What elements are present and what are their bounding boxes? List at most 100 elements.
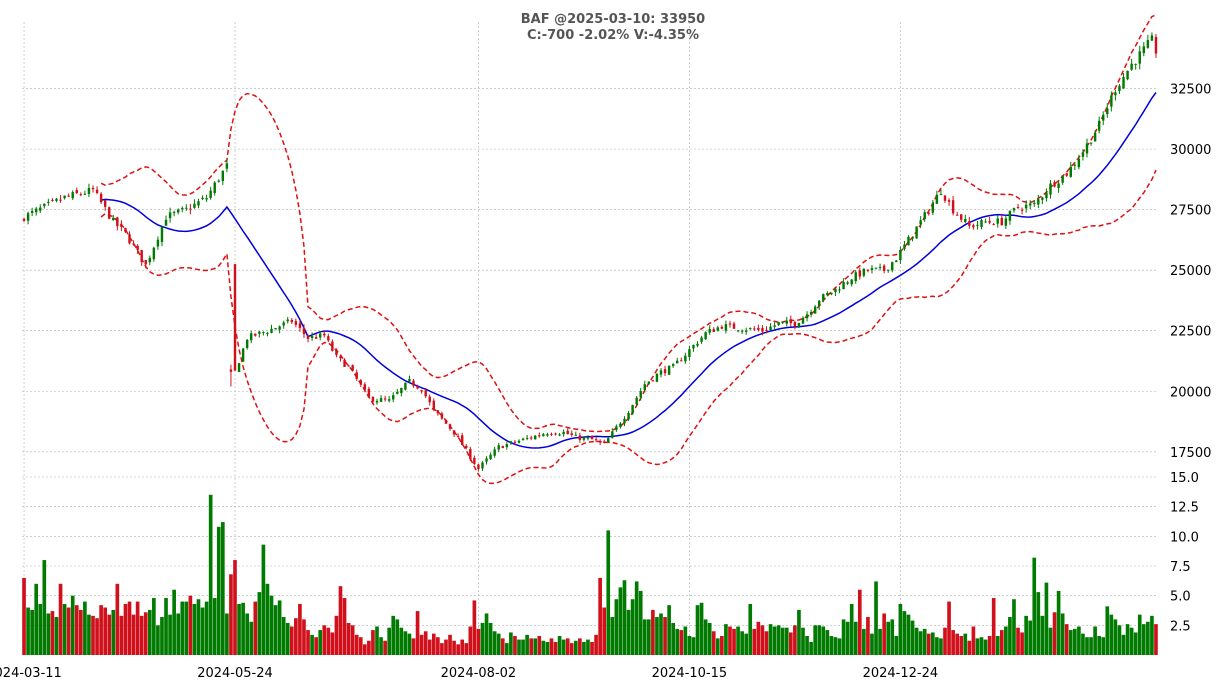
- volume-bar: [987, 636, 992, 655]
- volume-bar: [395, 619, 400, 655]
- candle-body: [331, 341, 334, 351]
- candle-body: [302, 328, 306, 335]
- volume-bar: [967, 640, 972, 655]
- candle-body: [95, 189, 99, 193]
- volume-bar: [1129, 627, 1134, 655]
- volume-bar: [180, 601, 185, 655]
- candle-body: [1146, 40, 1150, 48]
- volume-bar: [265, 583, 270, 655]
- candle-body: [1134, 63, 1137, 65]
- candle-body: [420, 390, 423, 392]
- candle-body: [1122, 76, 1125, 89]
- candle-body: [968, 221, 971, 226]
- volume-bar: [642, 619, 647, 655]
- volume-bar: [626, 609, 631, 655]
- candle-body: [1077, 158, 1081, 168]
- candle-body: [1037, 199, 1040, 205]
- candle-body: [404, 382, 407, 390]
- candle-body: [619, 423, 622, 428]
- candle-body: [266, 332, 269, 334]
- candle-body: [611, 431, 614, 438]
- volume-bar: [488, 622, 493, 655]
- volume-bar: [500, 638, 505, 655]
- volume-bar: [1097, 636, 1101, 655]
- volume-bar: [472, 600, 477, 655]
- candle-body: [903, 244, 906, 249]
- volume-bar: [825, 630, 830, 655]
- volume-bar: [427, 639, 432, 655]
- candle-body: [278, 326, 281, 330]
- candle-body: [757, 327, 760, 330]
- candle-body: [797, 322, 801, 327]
- candle-body: [684, 355, 687, 362]
- candle-body: [728, 323, 732, 325]
- candle-body: [992, 224, 995, 226]
- date-tick-label: 2024-03-11: [0, 666, 62, 681]
- candle-body: [318, 333, 322, 338]
- volume-bar: [513, 636, 517, 655]
- price-tick-label: 17500: [1170, 446, 1211, 461]
- candle-body: [996, 218, 999, 224]
- lower-band-line: [100, 169, 1157, 485]
- candle-body: [972, 225, 975, 228]
- candle-body: [1033, 202, 1036, 204]
- volume-bar: [1141, 624, 1146, 655]
- volume-bar: [152, 598, 156, 655]
- candle-body: [923, 212, 926, 220]
- candle-body: [915, 226, 918, 239]
- volume-bar: [561, 639, 566, 655]
- volume-bar: [192, 603, 197, 655]
- price-tick-label: 30000: [1170, 143, 1211, 158]
- volume-bar: [862, 628, 866, 655]
- volume-bar: [225, 613, 229, 655]
- candle-body: [440, 413, 444, 419]
- candle-body: [1085, 143, 1089, 154]
- volume-bar: [821, 626, 826, 655]
- volume-bar: [671, 622, 675, 655]
- candle-body: [229, 369, 233, 372]
- volume-bar: [115, 583, 120, 655]
- volume-bar: [216, 526, 221, 655]
- volume-tick-label: 15.0: [1170, 471, 1199, 486]
- volume-bar: [87, 614, 91, 655]
- candle-body: [980, 220, 983, 227]
- volume-bar: [1068, 630, 1073, 655]
- volume-bar: [1109, 614, 1114, 655]
- candle-body: [371, 396, 375, 402]
- volume-bar: [456, 644, 460, 655]
- volume-bar: [350, 625, 355, 655]
- volume-bar: [1133, 632, 1138, 655]
- candle-body: [120, 224, 123, 227]
- candle-body: [26, 213, 30, 221]
- volume-bar: [898, 603, 903, 655]
- volume-tick-label: 2.5: [1170, 619, 1191, 634]
- volume-bar: [399, 627, 404, 655]
- candle-body: [497, 445, 500, 450]
- candle-body: [310, 336, 314, 338]
- candle-body: [671, 364, 675, 366]
- volume-bar: [724, 624, 728, 655]
- volume-bar: [156, 625, 160, 655]
- volume-bar: [529, 638, 533, 655]
- candle-body: [720, 326, 724, 329]
- candle-body: [1024, 204, 1028, 209]
- volume-bar: [521, 639, 525, 655]
- candle-body: [298, 323, 302, 329]
- candle-body: [878, 266, 882, 268]
- candle-body: [225, 163, 229, 169]
- volume-bar: [379, 637, 383, 655]
- volume-bar: [135, 601, 140, 655]
- candle-body: [294, 321, 298, 325]
- candle-body: [221, 170, 225, 182]
- candle-body: [676, 360, 679, 364]
- date-tick-label: 2024-12-24: [863, 666, 939, 681]
- candle-body: [578, 435, 582, 440]
- candle-body: [777, 322, 780, 325]
- candle-body: [724, 324, 728, 331]
- candle-body: [1049, 183, 1052, 195]
- volume-bar: [663, 617, 667, 655]
- volume-bar: [594, 634, 598, 655]
- candle-body: [124, 227, 127, 232]
- candle-body: [854, 272, 857, 282]
- volume-bar: [711, 631, 716, 655]
